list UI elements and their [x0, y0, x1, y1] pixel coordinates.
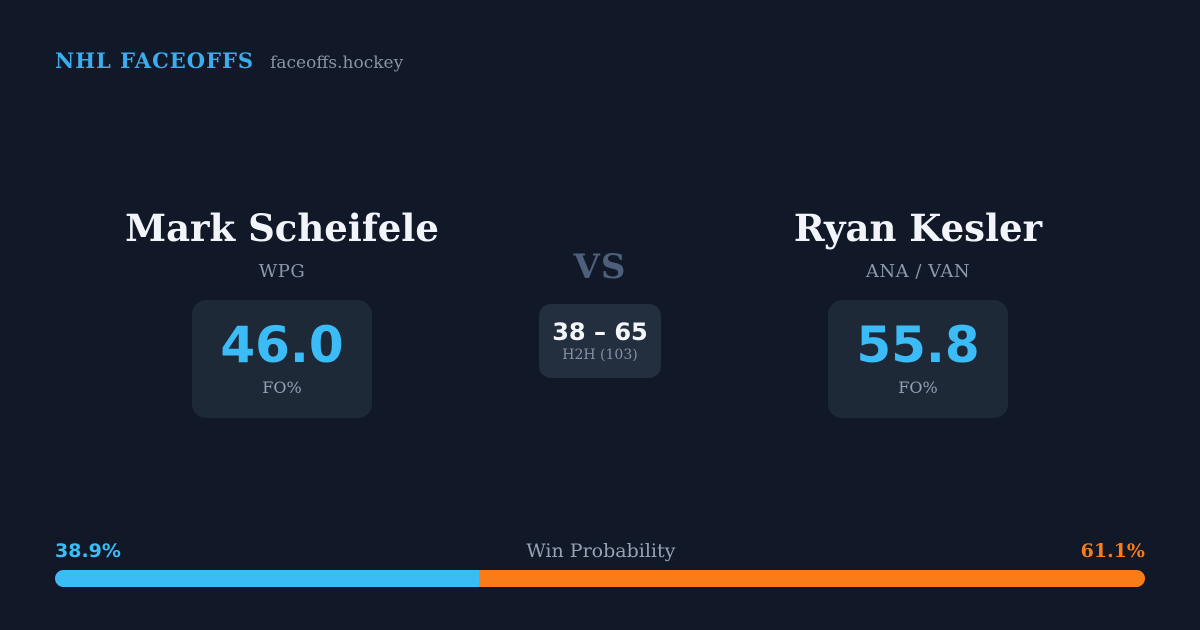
player-left-stat-label: FO% — [262, 378, 302, 398]
header: NHL FACEOFFS faceoffs.hockey — [55, 48, 403, 73]
player-right-team: ANA / VAN — [865, 260, 971, 282]
matchup-center-column: VS 38 – 65 H2H (103) — [480, 250, 720, 378]
win-probability-left-pct: 38.9% — [55, 540, 121, 562]
player-right-stat-label: FO% — [898, 378, 938, 398]
player-right-stat-value: 55.8 — [856, 316, 980, 375]
h2h-label: H2H (103) — [562, 347, 638, 364]
win-probability-bar-right-segment — [479, 570, 1145, 587]
win-probability-right-pct: 61.1% — [1080, 540, 1145, 562]
player-left-team: WPG — [258, 260, 306, 282]
player-left-stat-card: 46.0 FO% — [192, 299, 372, 418]
brand-title: NHL FACEOFFS — [55, 48, 255, 73]
player-right-column: Ryan Kesler ANA / VAN 55.8 FO% — [718, 208, 1118, 418]
win-probability-bar-left-segment — [55, 570, 479, 587]
player-left-name: Mark Scheifele — [125, 206, 439, 250]
player-right-stat-card: 55.8 FO% — [828, 299, 1008, 418]
vs-label: VS — [573, 247, 627, 287]
player-left-stat-value: 46.0 — [220, 316, 344, 375]
brand-domain: faceoffs.hockey — [270, 53, 404, 73]
player-right-name: Ryan Kesler — [793, 206, 1043, 250]
player-left-column: Mark Scheifele WPG 46.0 FO% — [82, 208, 482, 418]
win-probability-section: 38.9% Win Probability 61.1% — [55, 540, 1145, 587]
h2h-card: 38 – 65 H2H (103) — [539, 304, 661, 378]
h2h-score: 38 – 65 — [552, 317, 648, 346]
win-probability-labels: 38.9% Win Probability 61.1% — [55, 540, 1145, 562]
win-probability-title: Win Probability — [526, 540, 676, 562]
win-probability-bar — [55, 570, 1145, 587]
